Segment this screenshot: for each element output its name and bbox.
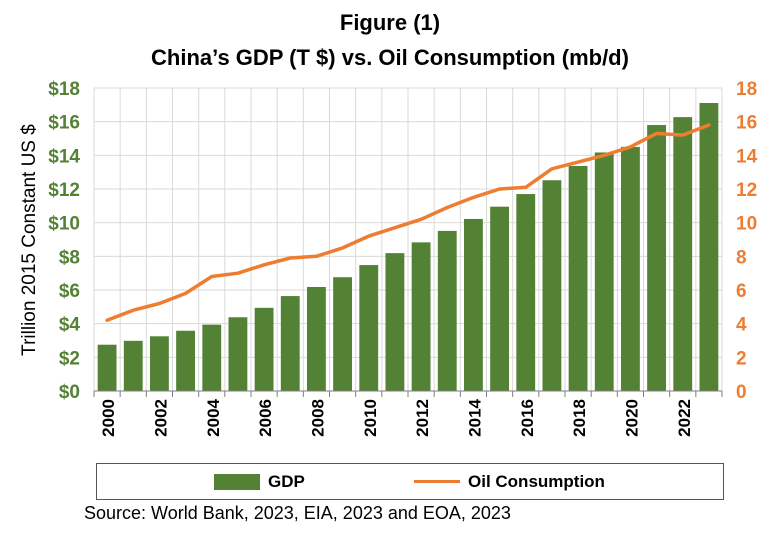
y-axis-title-left: Trillion 2015 Constant US $ — [19, 124, 40, 356]
legend-item-gdp: GDP — [214, 464, 305, 499]
gdp-bar — [542, 180, 562, 391]
y-tick-label-left: $8 — [59, 247, 80, 268]
oil-consumption-line — [105, 123, 711, 323]
gdp-bar — [280, 296, 300, 391]
gdp-bar — [647, 125, 667, 392]
gdp-bar — [411, 242, 431, 391]
gdp-bar — [359, 265, 379, 391]
gdp-bar — [97, 344, 117, 391]
y-tick-label-left: $0 — [59, 382, 80, 403]
y-tick-label-right: 2 — [736, 348, 747, 369]
gridlines — [93, 87, 723, 392]
x-tick-label: 2014 — [465, 398, 484, 436]
axes: $0 0 $2 2 $4 4 $6 6 $8 8 $10 10 $12 12 $14 14 $16 16 $18 18… — [48, 79, 757, 437]
legend-item-oil: Oil Consumption — [414, 464, 605, 499]
y-tick-label-right: 0 — [736, 382, 747, 403]
x-tick-label: 2018 — [570, 399, 589, 437]
x-tick-label: 2006 — [256, 399, 275, 437]
gdp-bar — [699, 102, 719, 392]
y-tick-label-right: 12 — [736, 180, 757, 201]
chart-title-line-1: Figure (1) — [339, 10, 441, 35]
gdp-bar — [620, 146, 640, 391]
y-tick-label-left: $14 — [48, 146, 80, 167]
legend-label-gdp: GDP — [268, 471, 305, 491]
gdp-bar — [437, 230, 457, 391]
y-tick-label-left: $18 — [48, 79, 80, 100]
oil-line-layer — [105, 123, 711, 323]
gdp-bar — [176, 330, 196, 391]
gdp-bar — [123, 340, 143, 391]
y-tick-label-right: 18 — [736, 79, 757, 100]
gdp-bar — [228, 317, 248, 391]
gdp-bar — [254, 307, 274, 391]
gdp-bar — [673, 117, 693, 391]
legend-swatch-oil — [414, 480, 460, 483]
chart-title-line-2: China’s GDP (T $) vs. Oil Consumption (m… — [151, 45, 629, 70]
y-tick-label-right: 14 — [736, 146, 758, 167]
y-tick-label-left: $10 — [48, 214, 80, 235]
y-tick-label-right: 16 — [736, 113, 757, 134]
legend-swatch-gdp — [214, 473, 260, 490]
x-tick-label: 2004 — [204, 398, 223, 436]
y-tick-label-left: $12 — [48, 180, 80, 201]
y-tick-label-left: $2 — [59, 348, 80, 369]
gdp-bar — [490, 206, 510, 391]
gdp-bar — [568, 165, 588, 391]
gdp-bar — [463, 218, 483, 391]
x-tick-label: 2020 — [622, 399, 641, 437]
x-tick-label: 2022 — [675, 399, 694, 437]
gdp-bar — [202, 324, 222, 391]
y-tick-label-right: 6 — [736, 281, 747, 302]
gdp-bar — [149, 336, 169, 391]
gdp-bar — [516, 194, 536, 391]
gdp-bars — [97, 102, 719, 392]
y-tick-label-right: 8 — [736, 247, 747, 268]
legend: GDP Oil Consumption — [96, 463, 724, 500]
x-tick-label: 2010 — [361, 399, 380, 437]
x-tick-label: 2000 — [99, 399, 118, 437]
x-tick-label: 2008 — [308, 399, 327, 437]
gdp-bar — [333, 277, 353, 391]
x-tick-label: 2002 — [151, 399, 170, 437]
legend-label-oil: Oil Consumption — [468, 471, 605, 491]
y-tick-label-left: $4 — [59, 315, 81, 336]
y-tick-label-left: $6 — [59, 281, 80, 302]
source-note: Source: World Bank, 2023, EIA, 2023 and … — [84, 503, 511, 523]
x-tick-label: 2012 — [413, 399, 432, 437]
gdp-bar — [306, 286, 326, 391]
gdp-bar — [385, 253, 405, 391]
x-tick-label: 2016 — [518, 399, 537, 437]
gdp-bar — [594, 152, 614, 391]
y-tick-label-right: 10 — [736, 214, 757, 235]
y-tick-label-left: $16 — [48, 113, 80, 134]
y-tick-label-right: 4 — [736, 315, 747, 336]
